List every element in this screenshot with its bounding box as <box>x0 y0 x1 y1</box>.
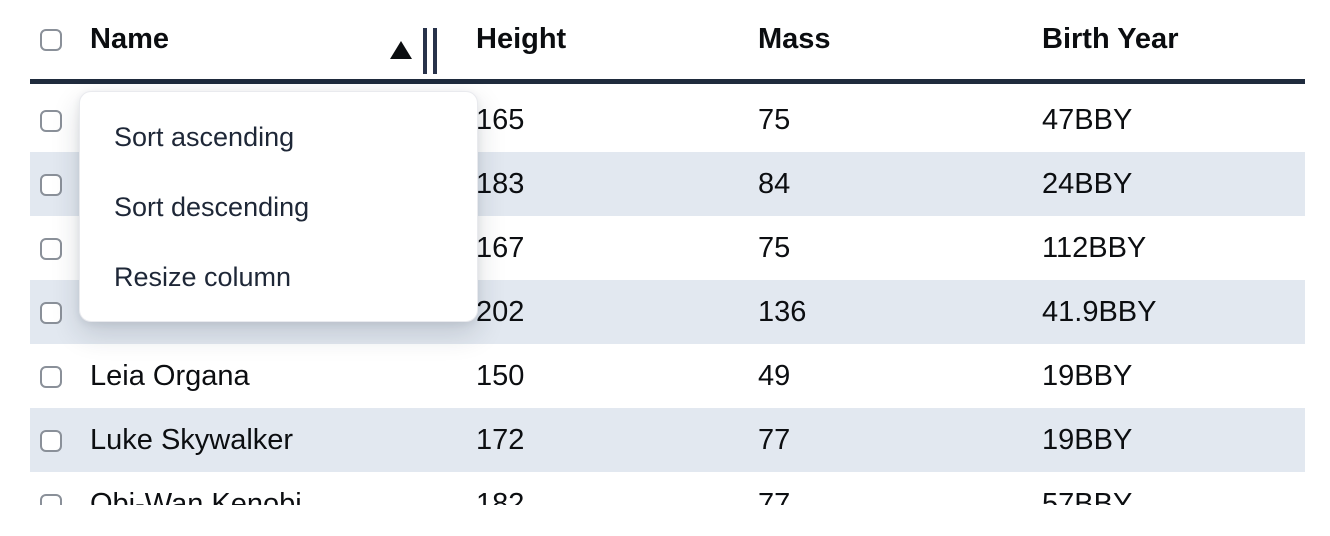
row-checkbox[interactable] <box>40 237 62 260</box>
table-viewport: Name Height Mass Birth Year 165 75 47BBY <box>30 0 1305 505</box>
cell-birth-year: 24BBY <box>1042 167 1133 200</box>
column-header-birth-year-label: Birth Year <box>1042 23 1179 55</box>
column-header-mass[interactable]: Mass <box>758 23 1042 56</box>
cell-mass: 77 <box>758 487 791 506</box>
cell-mass: 136 <box>758 295 807 328</box>
cell-mass: 84 <box>758 167 791 200</box>
table-row[interactable]: Obi-Wan Kenobi 182 77 57BBY <box>30 472 1305 505</box>
cell-height: 165 <box>476 103 525 136</box>
column-resize-handle-icon[interactable] <box>423 28 439 74</box>
cell-birth-year: 19BBY <box>1042 359 1133 392</box>
cell-height: 202 <box>476 295 525 328</box>
row-checkbox[interactable] <box>40 429 62 452</box>
row-select-cell <box>30 104 90 137</box>
sort-ascending-icon <box>390 41 412 59</box>
row-select-cell <box>30 360 90 393</box>
cell-name: Obi-Wan Kenobi <box>90 487 302 506</box>
column-header-height-label: Height <box>476 23 567 55</box>
cell-mass: 77 <box>758 423 791 456</box>
row-select-cell <box>30 232 90 265</box>
column-header-birth-year[interactable]: Birth Year <box>1042 23 1305 56</box>
cell-height: 150 <box>476 359 525 392</box>
menu-item-sort-ascending[interactable]: Sort ascending <box>114 121 295 152</box>
row-checkbox[interactable] <box>40 109 62 132</box>
cell-mass: 75 <box>758 103 791 136</box>
cell-birth-year: 112BBY <box>1042 231 1147 264</box>
table-body: 165 75 47BBY 183 84 24BBY 167 75 112BBY … <box>30 88 1305 505</box>
column-context-menu: Sort ascending Sort descending Resize co… <box>79 91 478 322</box>
cell-birth-year: 19BBY <box>1042 423 1133 456</box>
select-all-cell <box>30 23 90 56</box>
row-checkbox[interactable] <box>40 173 62 196</box>
row-select-cell <box>30 488 90 505</box>
column-header-mass-label: Mass <box>758 23 831 55</box>
table-row[interactable]: Luke Skywalker 172 77 19BBY <box>30 408 1305 472</box>
table-header-row: Name Height Mass Birth Year <box>30 0 1305 84</box>
cell-birth-year: 47BBY <box>1042 103 1133 136</box>
table-row[interactable]: Leia Organa 150 49 19BBY <box>30 344 1305 408</box>
cell-height: 172 <box>476 423 525 456</box>
column-header-name[interactable]: Name <box>90 0 476 79</box>
column-header-name-label: Name <box>90 23 169 55</box>
row-checkbox[interactable] <box>40 493 62 505</box>
cell-name: Leia Organa <box>90 359 250 392</box>
cell-height: 182 <box>476 487 525 506</box>
cell-mass: 75 <box>758 231 791 264</box>
cell-birth-year: 41.9BBY <box>1042 295 1157 328</box>
row-select-cell <box>30 424 90 457</box>
cell-mass: 49 <box>758 359 791 392</box>
cell-birth-year: 57BBY <box>1042 487 1133 506</box>
row-select-cell <box>30 296 90 329</box>
cell-height: 183 <box>476 167 525 200</box>
select-all-checkbox[interactable] <box>40 29 62 52</box>
row-checkbox[interactable] <box>40 365 62 388</box>
cell-height: 167 <box>476 231 525 264</box>
menu-item-resize-column[interactable]: Resize column <box>114 261 292 292</box>
row-checkbox[interactable] <box>40 301 62 324</box>
row-select-cell <box>30 168 90 201</box>
menu-item-sort-descending[interactable]: Sort descending <box>114 191 310 222</box>
cell-name: Luke Skywalker <box>90 423 294 456</box>
column-header-height[interactable]: Height <box>476 23 758 56</box>
